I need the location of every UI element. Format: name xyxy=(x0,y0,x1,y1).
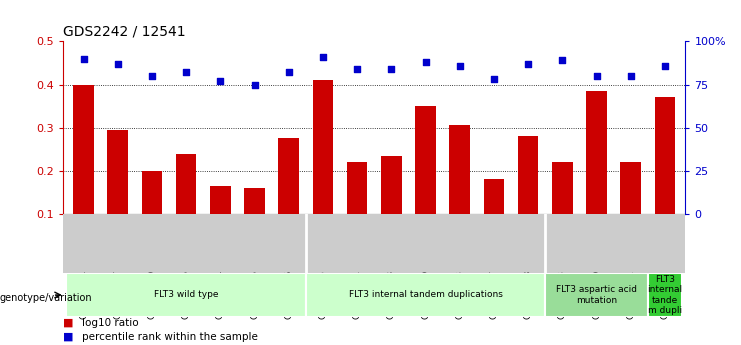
Point xyxy=(419,59,431,65)
Bar xyxy=(415,106,436,257)
Point xyxy=(488,77,500,82)
Bar xyxy=(381,156,402,257)
Text: ■: ■ xyxy=(63,332,73,342)
Text: log10 ratio: log10 ratio xyxy=(82,318,138,328)
Point xyxy=(112,61,124,67)
Bar xyxy=(73,85,94,257)
Point xyxy=(283,70,295,75)
Bar xyxy=(620,162,641,257)
Bar xyxy=(279,138,299,257)
Bar xyxy=(313,80,333,257)
Point xyxy=(180,70,192,75)
Bar xyxy=(210,186,230,257)
Point xyxy=(453,63,465,68)
Point xyxy=(351,66,363,72)
Bar xyxy=(586,91,607,257)
FancyBboxPatch shape xyxy=(648,273,682,317)
Text: FLT3 internal tandem duplications: FLT3 internal tandem duplications xyxy=(348,290,502,299)
Text: GDS2242 / 12541: GDS2242 / 12541 xyxy=(63,25,185,39)
Text: FLT3 wild type: FLT3 wild type xyxy=(154,290,219,299)
Bar xyxy=(484,179,504,257)
Bar xyxy=(176,154,196,257)
Point xyxy=(214,78,226,84)
FancyBboxPatch shape xyxy=(306,273,545,317)
Point xyxy=(522,61,534,67)
Point xyxy=(625,73,637,79)
Point xyxy=(659,63,671,68)
Bar xyxy=(518,136,539,257)
Text: percentile rank within the sample: percentile rank within the sample xyxy=(82,332,257,342)
Point xyxy=(591,73,602,79)
Bar xyxy=(245,188,265,257)
Bar xyxy=(552,162,573,257)
Point xyxy=(317,54,329,60)
Text: FLT3 aspartic acid
mutation: FLT3 aspartic acid mutation xyxy=(556,285,637,305)
Point xyxy=(385,66,397,72)
Bar xyxy=(654,97,675,257)
FancyBboxPatch shape xyxy=(545,273,648,317)
Point xyxy=(146,73,158,79)
Point xyxy=(556,58,568,63)
Text: ■: ■ xyxy=(63,318,73,328)
Text: genotype/variation: genotype/variation xyxy=(0,294,93,303)
Bar xyxy=(450,126,470,257)
Point xyxy=(248,82,260,87)
Bar xyxy=(347,162,368,257)
Point xyxy=(78,56,90,61)
Text: FLT3
internal
tande
m dupli: FLT3 internal tande m dupli xyxy=(648,275,682,315)
Bar xyxy=(142,171,162,257)
FancyBboxPatch shape xyxy=(67,273,306,317)
Bar xyxy=(107,130,128,257)
